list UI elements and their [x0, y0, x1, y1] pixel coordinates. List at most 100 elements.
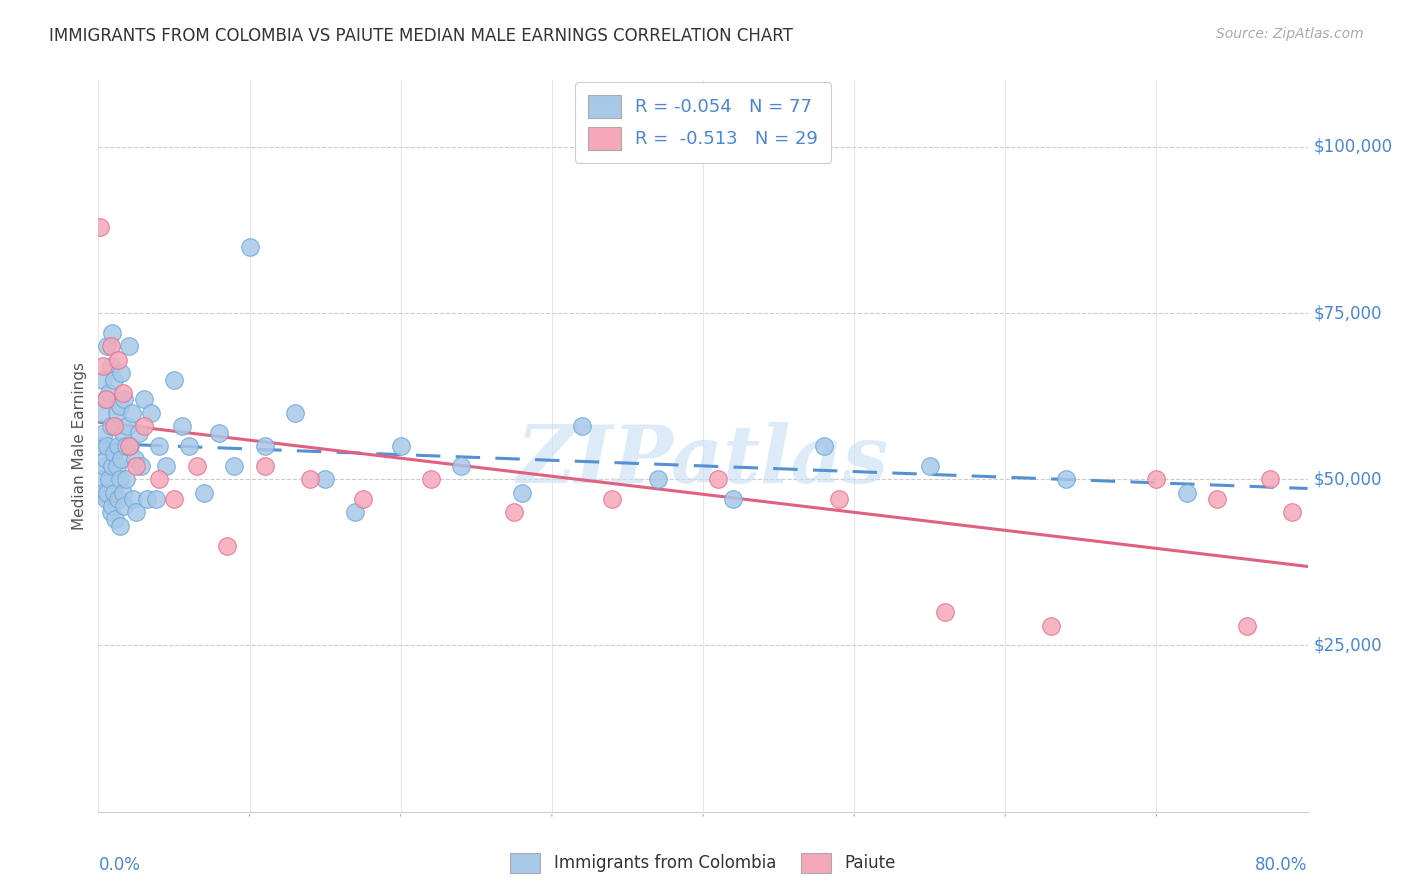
Point: [224, 458, 246, 473]
Point: [571, 419, 593, 434]
Point: [253, 439, 276, 453]
Point: [107, 492, 129, 507]
Point: [1054, 472, 1077, 486]
Point: [128, 425, 150, 440]
Point: [91, 485, 114, 500]
Point: [121, 406, 143, 420]
Point: [602, 492, 624, 507]
Point: [450, 458, 472, 473]
Point: [148, 472, 170, 486]
Point: [104, 512, 127, 526]
Legend: R = -0.054   N = 77, R =  -0.513   N = 29: R = -0.054 N = 77, R = -0.513 N = 29: [575, 82, 831, 162]
Point: [163, 372, 186, 386]
Point: [108, 399, 131, 413]
Point: [239, 239, 262, 253]
Point: [111, 485, 134, 500]
Point: [111, 385, 134, 400]
Point: [112, 499, 135, 513]
Point: [1236, 618, 1258, 632]
Point: [1206, 492, 1229, 507]
Point: [89, 439, 111, 453]
Point: [100, 506, 122, 520]
Point: [114, 472, 136, 486]
Point: [94, 392, 117, 407]
Point: [1258, 472, 1281, 486]
Point: [344, 506, 367, 520]
Point: [132, 392, 155, 407]
Point: [125, 458, 148, 473]
Point: [253, 458, 276, 473]
Point: [103, 372, 125, 386]
Point: [129, 458, 152, 473]
Point: [101, 326, 124, 340]
Point: [93, 458, 115, 473]
Text: $50,000: $50,000: [1313, 470, 1382, 488]
Point: [420, 472, 443, 486]
Point: [110, 452, 132, 467]
Text: $25,000: $25,000: [1313, 637, 1382, 655]
Point: [89, 219, 111, 234]
Y-axis label: Median Male Earnings: Median Male Earnings: [72, 362, 87, 530]
Point: [813, 439, 835, 453]
Point: [918, 458, 941, 473]
Point: [101, 499, 124, 513]
Point: [91, 372, 114, 386]
Point: [647, 472, 669, 486]
Point: [284, 406, 307, 420]
Point: [118, 439, 141, 453]
Point: [114, 439, 136, 453]
Point: [299, 472, 322, 486]
Text: 0.0%: 0.0%: [98, 855, 141, 873]
Point: [103, 419, 125, 434]
Point: [96, 339, 118, 353]
Point: [1144, 472, 1167, 486]
Point: [389, 439, 412, 453]
Point: [94, 392, 117, 407]
Point: [503, 506, 526, 520]
Text: $75,000: $75,000: [1313, 304, 1382, 322]
Text: Source: ZipAtlas.com: Source: ZipAtlas.com: [1216, 27, 1364, 41]
Text: IMMIGRANTS FROM COLOMBIA VS PAIUTE MEDIAN MALE EARNINGS CORRELATION CHART: IMMIGRANTS FROM COLOMBIA VS PAIUTE MEDIA…: [49, 27, 793, 45]
Point: [1175, 485, 1198, 500]
Point: [148, 439, 170, 453]
Point: [108, 518, 131, 533]
Legend: Immigrants from Colombia, Paiute: Immigrants from Colombia, Paiute: [503, 847, 903, 880]
Point: [934, 605, 956, 619]
Point: [93, 425, 115, 440]
Point: [118, 339, 141, 353]
Point: [90, 472, 112, 486]
Point: [91, 359, 114, 374]
Point: [723, 492, 745, 507]
Text: $100,000: $100,000: [1313, 137, 1393, 156]
Point: [112, 392, 135, 407]
Point: [96, 439, 118, 453]
Point: [155, 458, 177, 473]
Point: [145, 492, 167, 507]
Point: [100, 339, 122, 353]
Point: [90, 406, 112, 420]
Point: [107, 352, 129, 367]
Point: [110, 366, 132, 380]
Point: [100, 359, 122, 374]
Point: [103, 485, 125, 500]
Point: [1039, 618, 1062, 632]
Point: [186, 458, 208, 473]
Point: [98, 472, 121, 486]
Point: [107, 439, 129, 453]
Point: [124, 452, 146, 467]
Point: [101, 458, 124, 473]
Point: [96, 485, 118, 500]
Point: [122, 492, 145, 507]
Point: [94, 492, 117, 507]
Point: [103, 445, 125, 459]
Point: [141, 406, 163, 420]
Point: [94, 452, 117, 467]
Point: [510, 485, 533, 500]
Point: [208, 425, 231, 440]
Point: [163, 492, 186, 507]
Point: [135, 492, 157, 507]
Point: [105, 458, 128, 473]
Point: [132, 419, 155, 434]
Point: [1281, 506, 1303, 520]
Point: [98, 385, 121, 400]
